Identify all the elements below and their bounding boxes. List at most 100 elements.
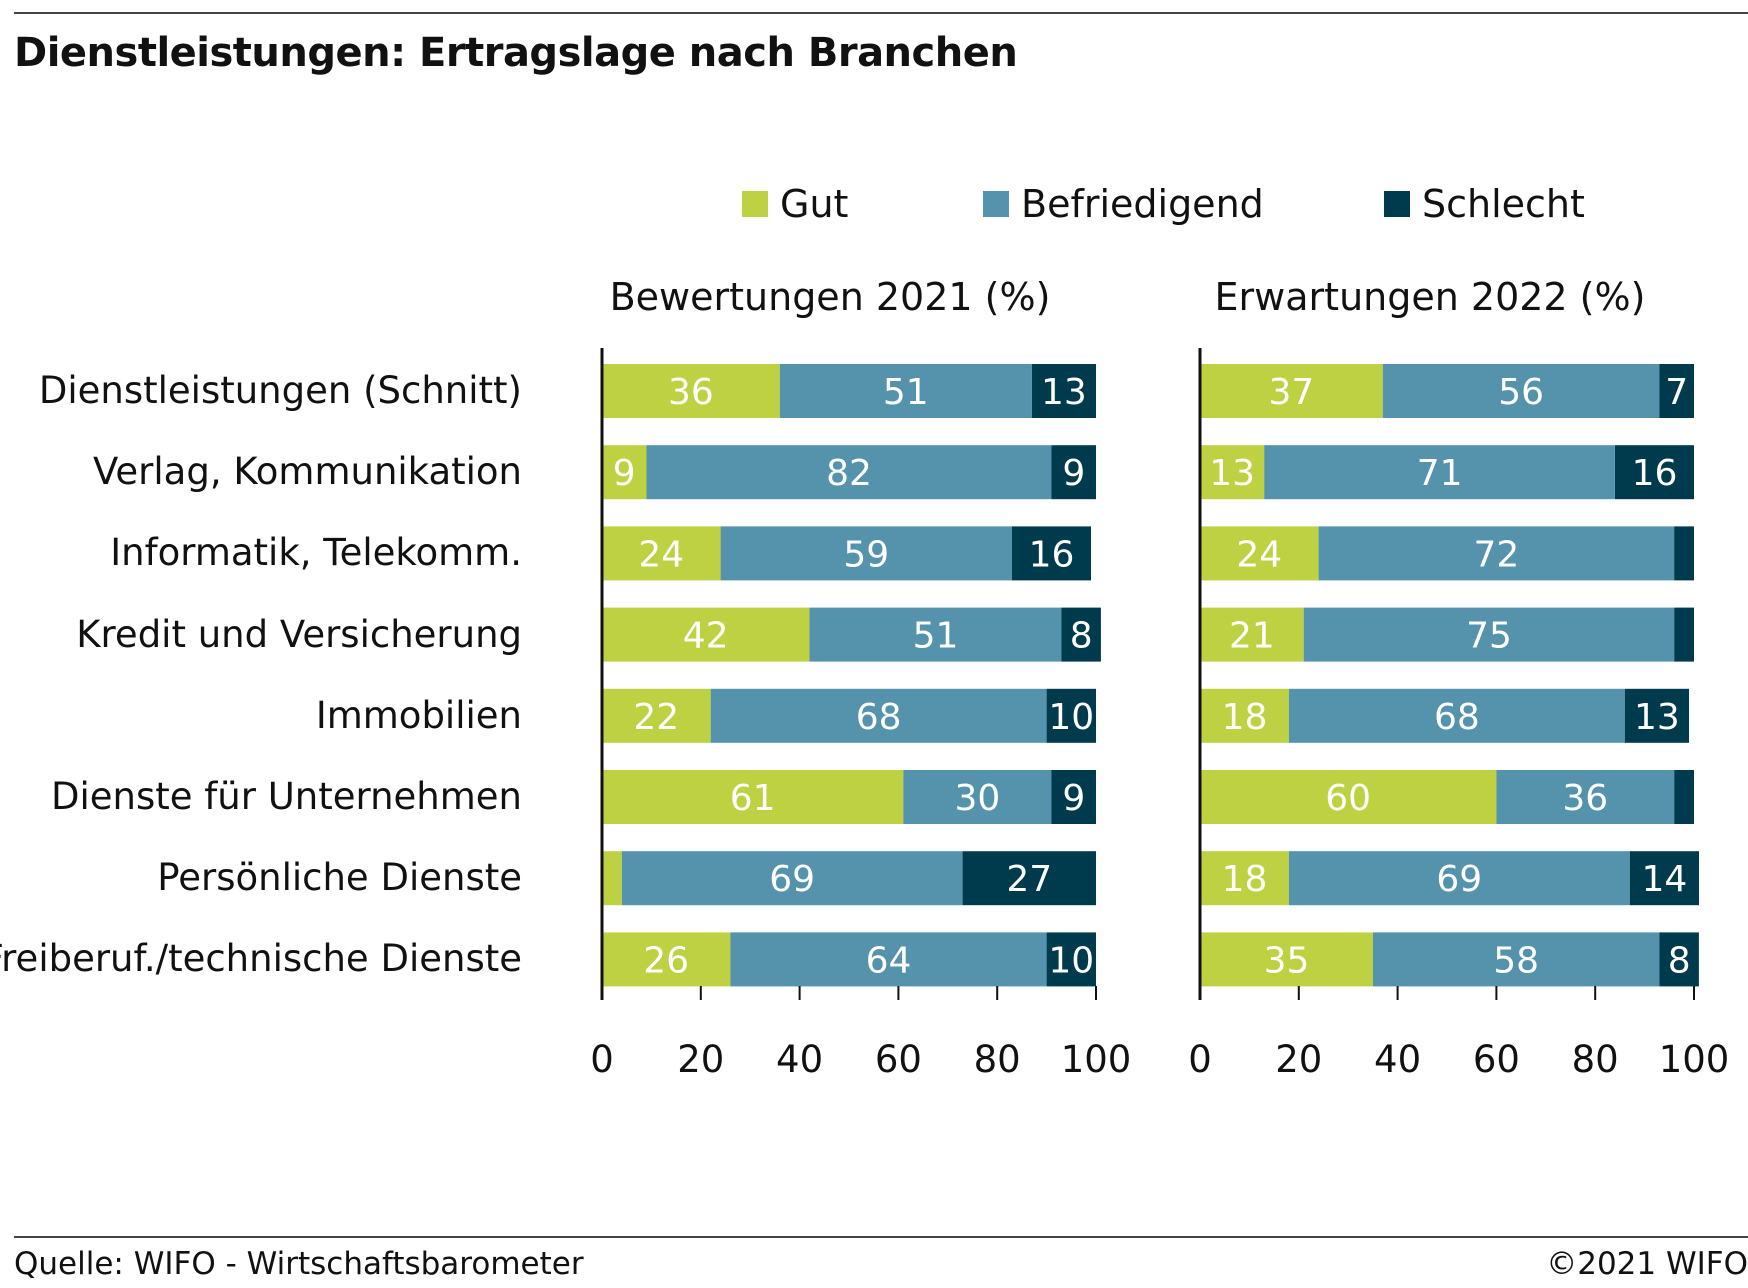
- bar-befriedigend-kredit-und-versicherung: [809, 607, 1062, 662]
- bar-befriedigend-informatik-telekomm: [720, 526, 1013, 581]
- bar-label-befriedigend-verlag-kommunikation: 71: [1417, 453, 1463, 494]
- bar-befriedigend-immobilien: [710, 688, 1047, 743]
- bar-schlecht-informatik-telekomm: [1674, 526, 1694, 581]
- bar-label-befriedigend-freiberuf-technische-dienste: 64: [866, 940, 912, 981]
- bar-label-schlecht-immobilien: 10: [1048, 697, 1094, 738]
- bar-gut-kredit-und-versicherung: [1200, 607, 1304, 662]
- bar-schlecht-freiberuf-technische-dienste: [1046, 932, 1096, 987]
- bar-befriedigend-dienste-für-unternehmen: [1496, 770, 1675, 824]
- x-tick-label: 60: [1473, 1038, 1520, 1081]
- bar-label-gut-immobilien: 22: [633, 697, 679, 738]
- bar-label-gut-immobilien: 18: [1222, 697, 1268, 738]
- category-label-persönliche-dienste: Persönliche Dienste: [157, 856, 522, 900]
- category-label-kredit-und-versicherung: Kredit und Versicherung: [76, 612, 522, 656]
- category-label-immobilien: Immobilien: [315, 693, 522, 737]
- bar-schlecht-dienste-für-unternehmen: [1674, 770, 1694, 824]
- bar-label-befriedigend-dienste-für-unternehmen: 36: [1562, 778, 1608, 819]
- bar-gut-verlag-kommunikation: [602, 445, 647, 500]
- bar-gut-verlag-kommunikation: [1200, 445, 1265, 500]
- bar-label-gut-dienste-für-unternehmen: 60: [1325, 778, 1371, 819]
- bar-schlecht-dienstleistungen-schnitt: [1031, 364, 1096, 418]
- bar-label-schlecht-verlag-kommunikation: 9: [1062, 453, 1085, 494]
- x-tick-label: 20: [677, 1038, 724, 1081]
- bar-befriedigend-freiberuf-technische-dienste: [1372, 932, 1660, 987]
- bar-label-schlecht-freiberuf-technische-dienste: 8: [1668, 940, 1691, 981]
- bar-gut-freiberuf-technische-dienste: [1200, 932, 1373, 987]
- x-tick-label: 80: [1572, 1038, 1619, 1081]
- bar-label-befriedigend-dienstleistungen-schnitt: 51: [883, 372, 929, 413]
- bar-schlecht-dienstleistungen-schnitt: [1659, 364, 1694, 418]
- bar-schlecht-freiberuf-technische-dienste: [1659, 932, 1699, 987]
- bar-label-befriedigend-persönliche-dienste: 69: [769, 859, 815, 900]
- legend-item-schlecht: Schlecht: [1384, 182, 1585, 226]
- bar-gut-informatik-telekomm: [1200, 526, 1319, 581]
- bar-label-befriedigend-verlag-kommunikation: 82: [826, 453, 872, 494]
- bar-label-befriedigend-immobilien: 68: [856, 697, 902, 738]
- bar-befriedigend-dienstleistungen-schnitt: [779, 364, 1032, 418]
- bar-gut-dienstleistungen-schnitt: [1200, 364, 1383, 418]
- bar-befriedigend-verlag-kommunikation: [1264, 445, 1615, 500]
- bar-label-gut-dienstleistungen-schnitt: 37: [1268, 372, 1314, 413]
- legend-swatch-gut: [742, 191, 768, 217]
- bar-label-befriedigend-informatik-telekomm: 59: [843, 534, 889, 575]
- bar-schlecht-kredit-und-versicherung: [1061, 607, 1101, 662]
- bar-befriedigend-informatik-telekomm: [1318, 526, 1675, 581]
- panel-title-2022: Erwartungen 2022 (%): [1214, 275, 1646, 319]
- legend-swatch-befriedigend: [983, 191, 1009, 217]
- legend: Gut Befriedigend Schlecht: [0, 182, 1748, 232]
- bar-schlecht-persönliche-dienste: [962, 851, 1096, 906]
- chart-title: Dienstleistungen: Ertragslage nach Branc…: [14, 30, 1018, 76]
- bar-label-schlecht-dienstleistungen-schnitt: 13: [1041, 372, 1087, 413]
- bar-befriedigend-persönliche-dienste: [621, 851, 963, 906]
- bar-schlecht-verlag-kommunikation: [1615, 445, 1694, 500]
- bar-label-befriedigend-dienste-für-unternehmen: 30: [954, 778, 1000, 819]
- bar-befriedigend-freiberuf-technische-dienste: [730, 932, 1047, 987]
- x-tick-label: 20: [1275, 1038, 1322, 1081]
- bar-gut-kredit-und-versicherung: [602, 607, 810, 662]
- category-label-informatik-telekomm: Informatik, Telekomm.: [110, 531, 522, 575]
- bar-label-befriedigend-kredit-und-versicherung: 51: [913, 616, 959, 657]
- x-tick-label: 100: [1659, 1038, 1730, 1081]
- bar-label-schlecht-persönliche-dienste: 27: [1006, 859, 1052, 900]
- bar-gut-persönliche-dienste: [1200, 851, 1289, 906]
- bar-label-schlecht-immobilien: 13: [1634, 697, 1680, 738]
- x-tick-label: 40: [1374, 1038, 1421, 1081]
- bar-schlecht-immobilien: [1624, 688, 1689, 743]
- bar-befriedigend-immobilien: [1288, 688, 1625, 743]
- bar-label-schlecht-dienste-für-unternehmen: 9: [1062, 778, 1085, 819]
- bar-schlecht-immobilien: [1046, 688, 1096, 743]
- x-tick-label: 100: [1061, 1038, 1132, 1081]
- category-label-freiberuf-technische-dienste: Freiberuf./technische Dienste: [0, 937, 522, 981]
- bar-schlecht-dienste-für-unternehmen: [1051, 770, 1096, 824]
- bar-label-gut-freiberuf-technische-dienste: 35: [1264, 940, 1310, 981]
- bar-label-schlecht-verlag-kommunikation: 16: [1632, 453, 1678, 494]
- bar-gut-dienste-für-unternehmen: [602, 770, 904, 824]
- copyright-note: ©2021 WIFO: [1546, 1246, 1748, 1282]
- bar-label-gut-kredit-und-versicherung: 42: [683, 616, 729, 657]
- bar-label-schlecht-kredit-und-versicherung: 8: [1070, 616, 1093, 657]
- bar-schlecht-persönliche-dienste: [1629, 851, 1699, 906]
- bar-gut-dienstleistungen-schnitt: [602, 364, 780, 418]
- x-tick-label: 40: [776, 1038, 823, 1081]
- bar-label-schlecht-dienstleistungen-schnitt: 7: [1665, 372, 1688, 413]
- bar-gut-informatik-telekomm: [602, 526, 721, 581]
- x-tick-label: 0: [590, 1038, 614, 1081]
- category-label-verlag-kommunikation: Verlag, Kommunikation: [92, 450, 522, 494]
- bar-label-schlecht-informatik-telekomm: 16: [1029, 534, 1075, 575]
- legend-item-befriedigend: Befriedigend: [983, 182, 1264, 226]
- bar-label-gut-dienstleistungen-schnitt: 36: [668, 372, 714, 413]
- source-note: Quelle: WIFO - Wirtschaftsbarometer: [14, 1246, 584, 1282]
- bar-gut-immobilien: [1200, 688, 1289, 743]
- legend-swatch-schlecht: [1384, 191, 1410, 217]
- bar-label-gut-dienste-für-unternehmen: 61: [730, 778, 776, 819]
- bar-label-gut-freiberuf-technische-dienste: 26: [643, 940, 689, 981]
- bar-label-gut-kredit-und-versicherung: 21: [1229, 616, 1275, 657]
- bar-gut-immobilien: [602, 688, 711, 743]
- x-tick-label: 80: [974, 1038, 1021, 1081]
- x-tick-label: 60: [875, 1038, 922, 1081]
- category-label-dienstleistungen-schnitt: Dienstleistungen (Schnitt): [38, 369, 522, 412]
- bar-gut-persönliche-dienste: [602, 851, 622, 906]
- bar-label-gut-informatik-telekomm: 24: [638, 534, 684, 575]
